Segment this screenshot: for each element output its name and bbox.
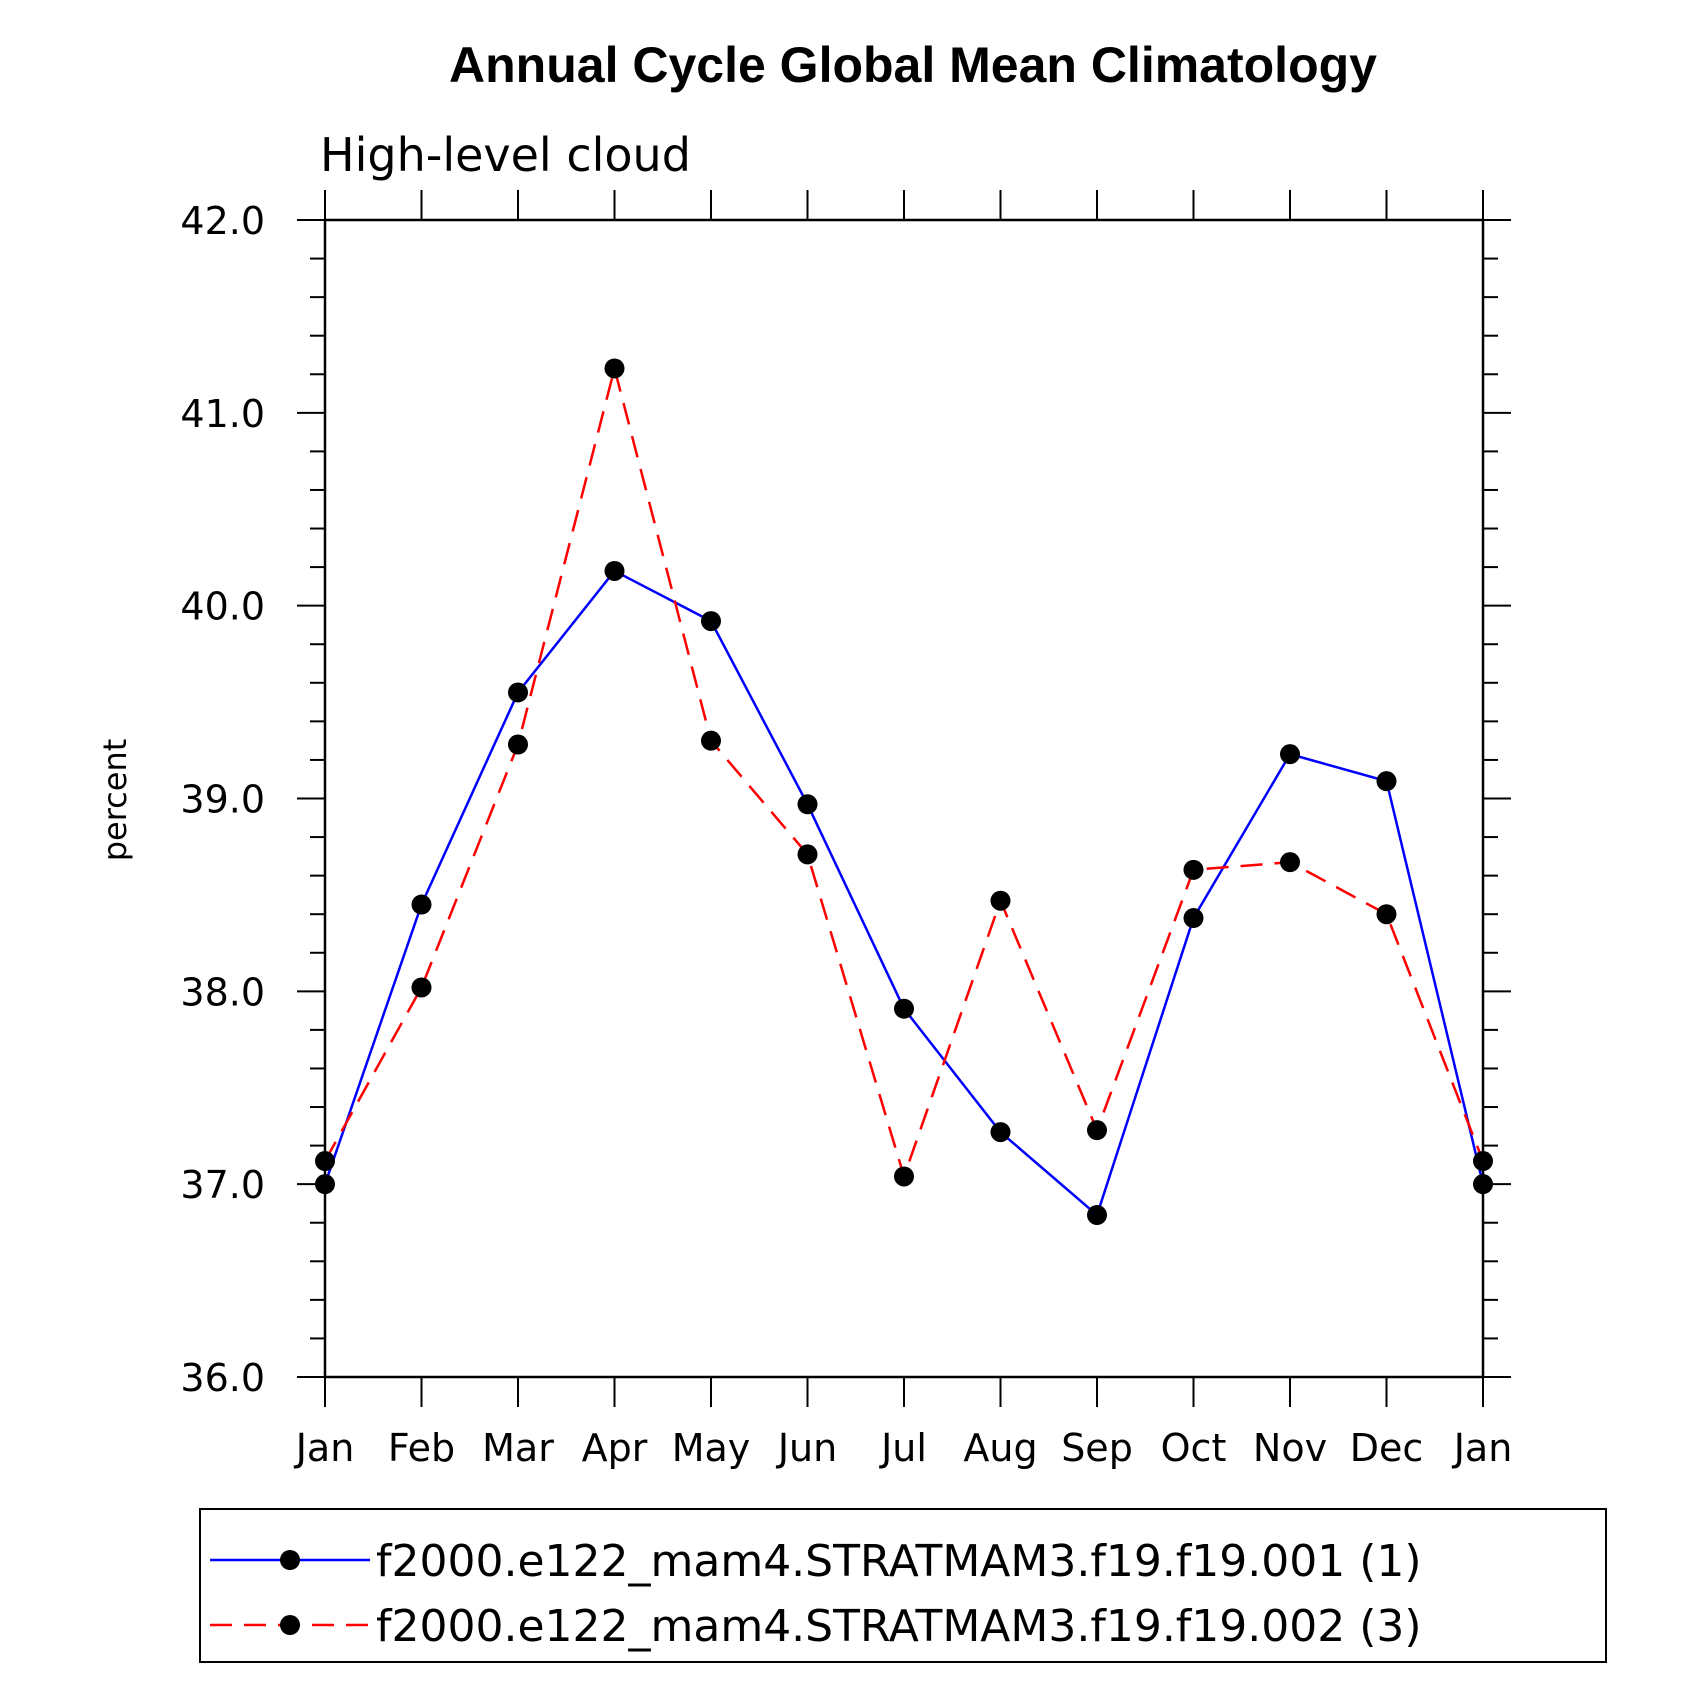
x-tick-label: Oct [1161,1426,1227,1470]
series-2-point [604,358,625,379]
series-1-point [1087,1205,1107,1226]
chart-title: Annual Cycle Global Mean Climatology [449,37,1377,93]
x-tick-label: Aug [963,1426,1037,1470]
chart-subtitle: High-level cloud [320,128,691,182]
x-tick-label: Feb [388,1426,455,1470]
series-2-point [411,977,432,998]
series-1-point [990,1122,1011,1143]
series-1-point [797,794,818,815]
y-tick-label: 39.0 [180,778,265,822]
legend-marker-2 [280,1615,300,1635]
series-line-1 [323,569,1485,1218]
y-tick-label: 36.0 [180,1356,265,1400]
series-1-point [1473,1174,1493,1195]
x-tick-label: Mar [482,1426,554,1470]
y-tick-label: 40.0 [180,585,265,629]
series-2-point [797,844,818,865]
x-tick-label: Nov [1253,1426,1327,1470]
x-tick-label: Jan [1452,1426,1513,1470]
plot-area: 36.0 37.0 38.0 39.0 40.0 41.0 42.0 Jan Feb Mar Apr… [180,190,1512,1470]
series-2-point [1183,859,1204,880]
y-tick-label: 38.0 [180,970,265,1014]
series-2-point [990,890,1011,911]
series-1-point [701,611,721,632]
legend-box [199,1508,1607,1663]
legend-label-2: f2000.e122_mam4.STRATMAM3.f19.f19.002 (3… [376,1601,1422,1652]
x-tick-label: Jul [879,1426,927,1470]
legend-marker-1 [280,1550,300,1570]
plot-frame [323,218,1485,1379]
y-tick-label: 37.0 [180,1163,265,1207]
series-1-point [1280,744,1300,765]
y-tick-label: 42.0 [180,199,265,243]
series-1-point [604,560,625,581]
x-tick-label: Jun [776,1426,837,1470]
series-line-2 [323,368,1485,1181]
series-2-point [1376,904,1397,925]
series-2-point [894,1166,914,1187]
series-2-point [1280,852,1300,873]
x-tick-label: May [672,1426,751,1470]
series-1-point [894,998,914,1019]
series-1-point [315,1174,335,1195]
x-tick-label: Sep [1061,1426,1133,1470]
series-2-point [1473,1151,1493,1172]
series-1-point [411,894,432,915]
x-tick-label: Apr [582,1426,648,1470]
series-2-point [315,1151,335,1172]
series-2-point [701,730,721,751]
series-2-point [1087,1120,1107,1141]
y-tick-label: 41.0 [180,392,265,436]
legend: f2000.e122_mam4.STRATMAM3.f19.f19.001 (1… [199,1508,1607,1663]
x-tick-label: Jan [294,1426,355,1470]
series-1-point [1183,908,1204,929]
y-axis-label: percent [96,739,134,862]
series-1-point [508,682,528,703]
series-2-point [508,734,528,755]
legend-label-1: f2000.e122_mam4.STRATMAM3.f19.f19.001 (1… [376,1536,1422,1587]
x-tick-label: Dec [1350,1426,1424,1470]
series-1-point [1376,771,1397,792]
